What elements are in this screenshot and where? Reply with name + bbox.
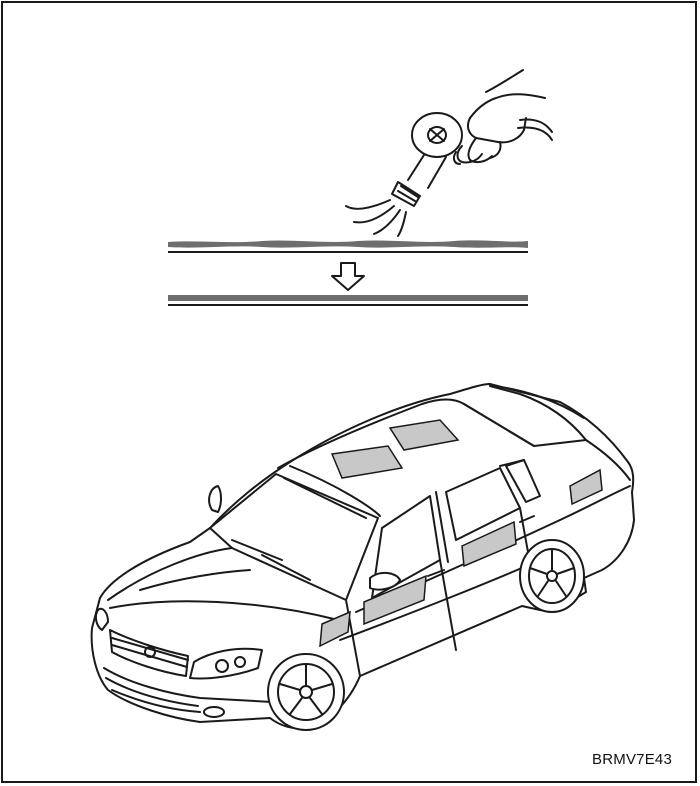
figure-reference-code: BRMV7E43 (592, 751, 672, 768)
rough-strip-before (168, 240, 528, 253)
front-wheel (267, 653, 345, 731)
rear-wheel (519, 539, 585, 613)
rear-door-patch (461, 520, 517, 568)
front-door-patch (363, 574, 427, 626)
roof-patch-rear (388, 419, 460, 451)
smooth-strip-after (168, 295, 528, 306)
roof-patch-front (330, 445, 404, 479)
quarter-patch (569, 468, 603, 506)
fender-patch (319, 610, 351, 648)
protective-film-patches (319, 419, 603, 648)
sedan-car-icon (90, 383, 635, 731)
arrow-down-icon (331, 262, 365, 291)
heat-gun-icon (345, 69, 553, 237)
